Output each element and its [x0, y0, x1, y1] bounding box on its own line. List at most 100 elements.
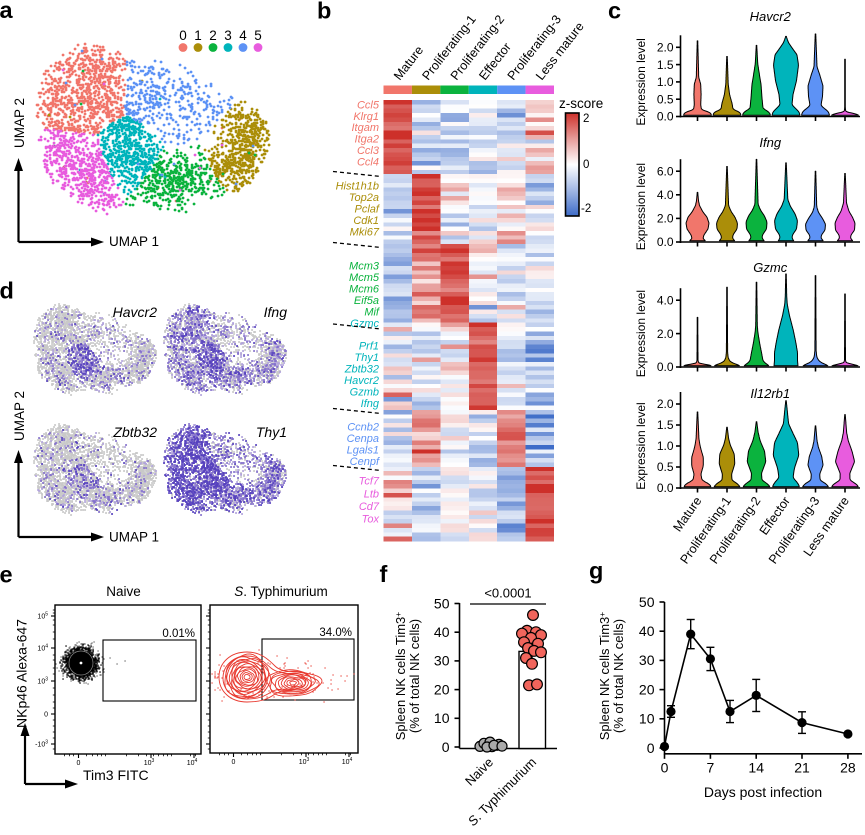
svg-text:c: c [608, 0, 621, 24]
svg-text:10: 10 [434, 710, 450, 726]
svg-text:103: 103 [37, 677, 48, 686]
svg-text:0: 0 [647, 740, 655, 756]
svg-text:Havcr2: Havcr2 [344, 375, 379, 387]
svg-text:0: 0 [179, 28, 187, 43]
svg-text:20: 20 [434, 681, 450, 697]
svg-text:28: 28 [840, 760, 856, 776]
svg-text:4.0: 4.0 [657, 188, 674, 202]
svg-text:0: 0 [77, 760, 81, 767]
svg-text:50: 50 [434, 595, 450, 611]
svg-text:0.0: 0.0 [657, 110, 674, 124]
svg-text:Ccl4: Ccl4 [357, 157, 379, 169]
svg-text:Ccnb2: Ccnb2 [347, 422, 379, 434]
svg-text:z-score: z-score [559, 96, 603, 111]
svg-text:Tox: Tox [362, 514, 380, 526]
svg-text:UMAP 2: UMAP 2 [12, 391, 27, 441]
svg-text:Mki67: Mki67 [350, 227, 380, 239]
svg-text:Ifng: Ifng [264, 304, 288, 320]
svg-text:Ccl5: Ccl5 [357, 100, 380, 112]
svg-text:d: d [0, 278, 14, 304]
svg-text:g: g [589, 558, 603, 584]
svg-text:14: 14 [748, 760, 764, 776]
svg-text:2: 2 [583, 113, 589, 125]
svg-text:Klrg1: Klrg1 [353, 111, 379, 123]
svg-text:1.5: 1.5 [657, 418, 674, 432]
svg-text:0: 0 [442, 739, 450, 755]
svg-text:0: 0 [232, 759, 236, 766]
svg-text:Cdk1: Cdk1 [353, 215, 379, 227]
svg-text:5: 5 [254, 28, 262, 43]
svg-text:Ltb: Ltb [364, 489, 379, 501]
svg-text:Mcm6: Mcm6 [349, 284, 380, 296]
svg-text:UMAP 1: UMAP 1 [109, 530, 159, 545]
svg-text:Spleen NK cells Tim3+: Spleen NK cells Tim3+ [393, 612, 408, 741]
svg-text:30: 30 [639, 652, 655, 668]
svg-text:7: 7 [706, 760, 714, 776]
svg-text:Mif: Mif [364, 307, 380, 319]
svg-text:Prf1: Prf1 [359, 341, 379, 353]
svg-text:1.0: 1.0 [657, 439, 674, 453]
svg-text:b: b [317, 0, 331, 24]
svg-text:Cd7: Cd7 [359, 501, 380, 513]
svg-text:3: 3 [224, 28, 232, 43]
svg-text:Expression level: Expression level [634, 402, 648, 489]
svg-text:Il12rb1: Il12rb1 [750, 386, 790, 401]
svg-text:Expression level: Expression level [634, 163, 648, 250]
svg-text:4.0: 4.0 [657, 293, 674, 307]
svg-text:10: 10 [639, 711, 655, 727]
svg-text:Thy1: Thy1 [355, 352, 379, 364]
svg-text:<0.0001: <0.0001 [484, 586, 531, 601]
svg-text:20: 20 [639, 681, 655, 697]
svg-text:2.0: 2.0 [657, 397, 674, 411]
svg-text:Ifng: Ifng [361, 398, 380, 410]
svg-text:2.0: 2.0 [657, 327, 674, 341]
svg-text:103: 103 [144, 758, 155, 767]
svg-text:40: 40 [434, 624, 450, 640]
svg-text:Cenpf: Cenpf [350, 456, 380, 468]
svg-text:Ifng: Ifng [759, 135, 781, 150]
svg-text:40: 40 [639, 623, 655, 639]
svg-text:0.0: 0.0 [657, 481, 674, 495]
svg-text:Hist1h1b: Hist1h1b [336, 181, 379, 193]
svg-text:-2: -2 [581, 203, 591, 215]
svg-text:4: 4 [239, 28, 247, 43]
svg-text:S. Typhimurium: S. Typhimurium [234, 584, 328, 599]
svg-text:0.0: 0.0 [657, 360, 674, 374]
svg-text:f: f [380, 561, 388, 587]
svg-text:0.01%: 0.01% [162, 628, 195, 640]
svg-text:6.0: 6.0 [657, 164, 674, 178]
svg-text:Expression level: Expression level [634, 38, 648, 125]
svg-text:Gzmb: Gzmb [350, 387, 379, 399]
svg-text:NKp46 Alexa-647: NKp46 Alexa-647 [14, 619, 30, 728]
svg-text:Zbtb32: Zbtb32 [344, 364, 379, 376]
svg-text:105: 105 [37, 612, 48, 621]
svg-text:30: 30 [434, 653, 450, 669]
svg-text:2: 2 [209, 28, 217, 43]
svg-text:21: 21 [794, 760, 810, 776]
svg-text:Top2a: Top2a [349, 192, 379, 204]
svg-text:(% of total NK cells): (% of total NK cells) [407, 619, 422, 733]
svg-text:Thy1: Thy1 [256, 424, 287, 440]
svg-text:1.5: 1.5 [657, 58, 674, 72]
svg-text:Cenpa: Cenpa [347, 433, 379, 445]
svg-text:104: 104 [37, 644, 48, 653]
svg-text:Expression level: Expression level [634, 290, 648, 377]
svg-text:Naive: Naive [462, 755, 496, 789]
svg-text:Spleen NK cells Tim3+: Spleen NK cells Tim3+ [597, 612, 612, 741]
svg-text:Tcf7: Tcf7 [359, 476, 380, 488]
svg-text:0.0: 0.0 [657, 235, 674, 249]
svg-text:a: a [0, 0, 14, 23]
svg-text:2.0: 2.0 [657, 212, 674, 226]
svg-text:34.0%: 34.0% [319, 627, 352, 639]
svg-text:0: 0 [661, 760, 669, 776]
svg-text:0.5: 0.5 [657, 460, 674, 474]
svg-text:Havcr2: Havcr2 [750, 9, 792, 24]
svg-text:2.0: 2.0 [657, 41, 674, 55]
svg-text:50: 50 [639, 594, 655, 610]
svg-text:0: 0 [583, 159, 589, 171]
svg-text:Tim3 FITC: Tim3 FITC [83, 767, 149, 783]
svg-text:Zbtb32: Zbtb32 [112, 424, 157, 440]
svg-text:Itga2: Itga2 [355, 134, 379, 146]
svg-text:UMAP 1: UMAP 1 [109, 234, 159, 249]
svg-text:e: e [0, 562, 13, 588]
